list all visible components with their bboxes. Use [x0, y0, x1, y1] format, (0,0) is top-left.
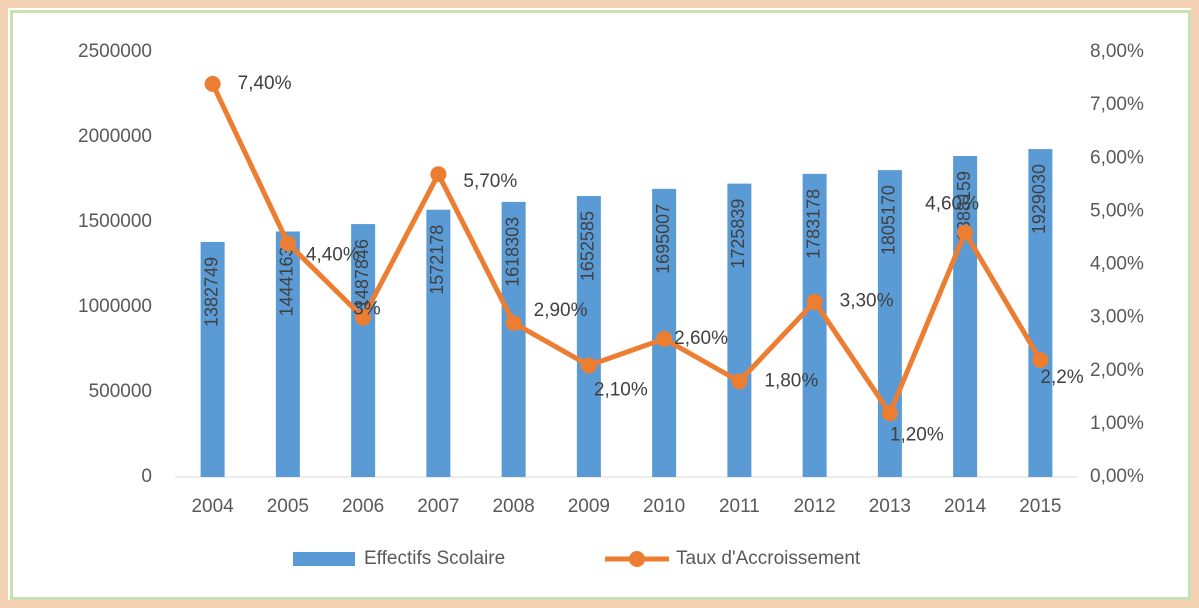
line-marker	[430, 166, 447, 183]
line-value-label: 2,60%	[674, 328, 728, 349]
y2-tick-label: 1,00%	[1090, 413, 1144, 434]
line-marker	[355, 309, 372, 326]
x-tick-label: 2011	[719, 496, 760, 517]
x-tick-label: 2008	[492, 496, 534, 517]
bar-value-label: 1652585	[578, 211, 598, 281]
line-marker	[580, 357, 597, 374]
bar	[877, 170, 902, 477]
line-value-label: 7,40%	[238, 73, 292, 94]
bar-value-label: 1783178	[803, 189, 823, 259]
bar	[953, 156, 978, 477]
y-tick-label: 1500000	[78, 211, 152, 232]
x-tick-label: 2006	[342, 496, 384, 517]
bar-value-label: 1382749	[201, 257, 221, 327]
line-marker	[279, 235, 296, 252]
bar	[426, 209, 451, 477]
x-tick-label: 2009	[568, 496, 610, 517]
x-tick-label: 2012	[793, 496, 835, 517]
line-marker	[1032, 352, 1049, 369]
y-tick-label: 500000	[89, 381, 152, 402]
line-marker	[806, 293, 823, 310]
line-marker	[881, 405, 898, 422]
bar-value-label: 1618303	[502, 217, 522, 287]
y-tick-label: 1000000	[78, 296, 152, 317]
y2-tick-label: 5,00%	[1090, 200, 1144, 221]
bar	[802, 173, 827, 477]
legend-label: Taux d'Accroissement	[676, 548, 861, 569]
legend-label: Effectifs Scolaire	[364, 548, 505, 569]
y2-tick-label: 4,00%	[1090, 254, 1144, 275]
bar-value-label: 1725839	[728, 199, 748, 269]
bar	[576, 196, 601, 477]
line-marker	[731, 373, 748, 390]
line-value-label: 2,10%	[594, 379, 648, 400]
line-marker	[204, 75, 221, 92]
y-tick-label: 0	[141, 466, 152, 487]
y2-tick-label: 3,00%	[1090, 307, 1144, 328]
bar	[501, 201, 526, 477]
bar-value-label: 1929030	[1029, 164, 1049, 234]
line-value-label: 4,60%	[925, 194, 979, 215]
x-tick-label: 2015	[1019, 496, 1061, 517]
bar-value-label: 1572178	[427, 225, 447, 295]
x-tick-label: 2004	[191, 496, 234, 517]
y2-tick-label: 7,00%	[1090, 94, 1144, 115]
bar-value-label: 1888159	[954, 171, 974, 241]
line-value-label: 4,40%	[306, 244, 360, 265]
line-value-label: 1,80%	[764, 370, 818, 391]
bar	[1028, 149, 1053, 478]
line-value-label: 3,30%	[840, 291, 894, 312]
x-tick-label: 2005	[267, 496, 309, 517]
x-tick-label: 2013	[869, 496, 911, 517]
y2-tick-label: 2,00%	[1090, 360, 1144, 381]
y2-tick-label: 8,00%	[1090, 41, 1144, 62]
y-tick-label: 2500000	[78, 41, 152, 62]
line-marker	[505, 314, 522, 331]
line-value-label: 2,2%	[1040, 367, 1083, 388]
x-tick-label: 2007	[417, 496, 459, 517]
line-value-label: 1,20%	[890, 424, 944, 445]
line-marker	[957, 224, 974, 241]
bar-value-label: 1695007	[653, 204, 673, 274]
y2-tick-label: 0,00%	[1090, 466, 1144, 487]
line-value-label: 3%	[353, 299, 381, 320]
line-series	[210, 82, 1043, 416]
bar-value-label: 1805170	[879, 185, 899, 255]
x-tick-label: 2014	[944, 496, 987, 517]
line-marker	[656, 330, 673, 347]
bar-value-label: 1487846	[352, 239, 372, 309]
bar-value-label: 1444163	[277, 246, 297, 316]
bar	[200, 241, 225, 477]
inner-frame	[10, 10, 1191, 600]
line-value-label: 2,90%	[534, 300, 588, 321]
bar	[275, 231, 300, 477]
y-tick-label: 2000000	[78, 126, 152, 147]
legend-marker	[629, 551, 645, 567]
bar	[727, 183, 752, 478]
bar	[351, 224, 376, 477]
x-tick-label: 2010	[643, 496, 685, 517]
y2-tick-label: 6,00%	[1090, 147, 1144, 168]
line-value-label: 5,70%	[463, 171, 517, 192]
legend-swatch	[293, 552, 355, 566]
